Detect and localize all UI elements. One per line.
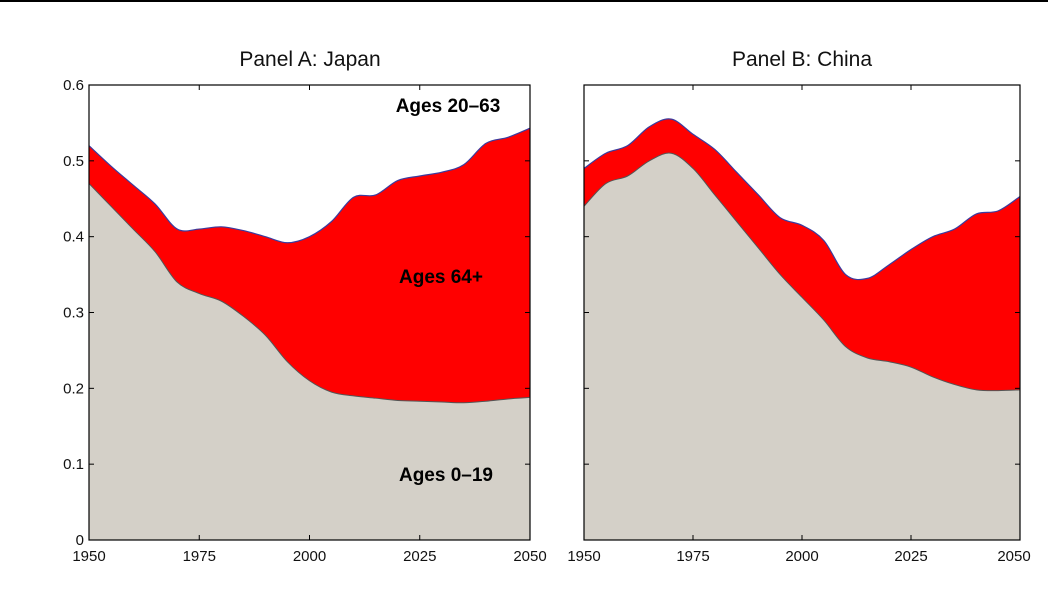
panel-a-ticks: 1950 1975 2000 2025 2050 0 0.1 0.2 0.3 0.4 0.5 0.6 (63, 77, 547, 565)
panel-a-xtick-label: 2025 (403, 548, 436, 565)
panel-b-area-ages-64 (584, 118, 1020, 391)
panel-a-xtick-label: 2000 (293, 548, 326, 565)
label-ages-20-63: Ages 20–63 (396, 96, 501, 117)
panel-a-areas (88, 127, 531, 540)
panel-a-xtick-label: 1950 (72, 548, 105, 565)
panel-b-areas (583, 118, 1021, 541)
panel-b-boundary-line (583, 152, 1021, 392)
top-rule (0, 0, 1048, 2)
panel-a-title: Panel A: Japan (239, 48, 380, 71)
panel-a-ytick-label: 0.2 (63, 380, 84, 397)
panel-b-xtick-label: 1975 (676, 548, 709, 565)
panel-b-xtick-label: 1950 (567, 548, 600, 565)
panel-a-ytick-label: 0.6 (63, 77, 84, 94)
panel-a: Panel A: Japan 1950 1975 2000 2025 2050 0 0.1 0… (63, 48, 547, 565)
panel-b-xtick-label: 2050 (997, 548, 1030, 565)
label-ages-0-19: Ages 0–19 (399, 465, 493, 486)
label-ages-64-plus: Ages 64+ (399, 267, 483, 288)
panel-a-boundary-line (88, 183, 531, 404)
panel-a-ytick-label: 0.1 (63, 456, 84, 473)
panel-b-ticks: 1950 1975 2000 2025 2050 (567, 84, 1031, 565)
panel-a-ytick-label: 0.4 (63, 229, 84, 246)
panel-b-area-ages-0-19 (584, 153, 1020, 541)
panel-a-top-line (88, 127, 531, 244)
panel-b-xtick-label: 2000 (785, 548, 818, 565)
panel-b: Panel B: China 1950 1975 2000 2025 2050 (567, 48, 1030, 565)
panel-a-area-ages-64 (89, 128, 530, 403)
panel-a-xtick-label: 2050 (513, 548, 546, 565)
panel-a-ytick-label: 0 (76, 532, 84, 549)
panel-a-xtick-label: 1975 (183, 548, 216, 565)
panel-a-area-ages-0-19 (89, 183, 530, 540)
panel-a-ytick-label: 0.3 (63, 305, 84, 322)
panel-b-top-line (583, 118, 1021, 281)
panel-a-ytick-label: 0.5 (63, 153, 84, 170)
panel-b-title: Panel B: China (732, 48, 872, 71)
panel-b-xtick-label: 2025 (894, 548, 927, 565)
